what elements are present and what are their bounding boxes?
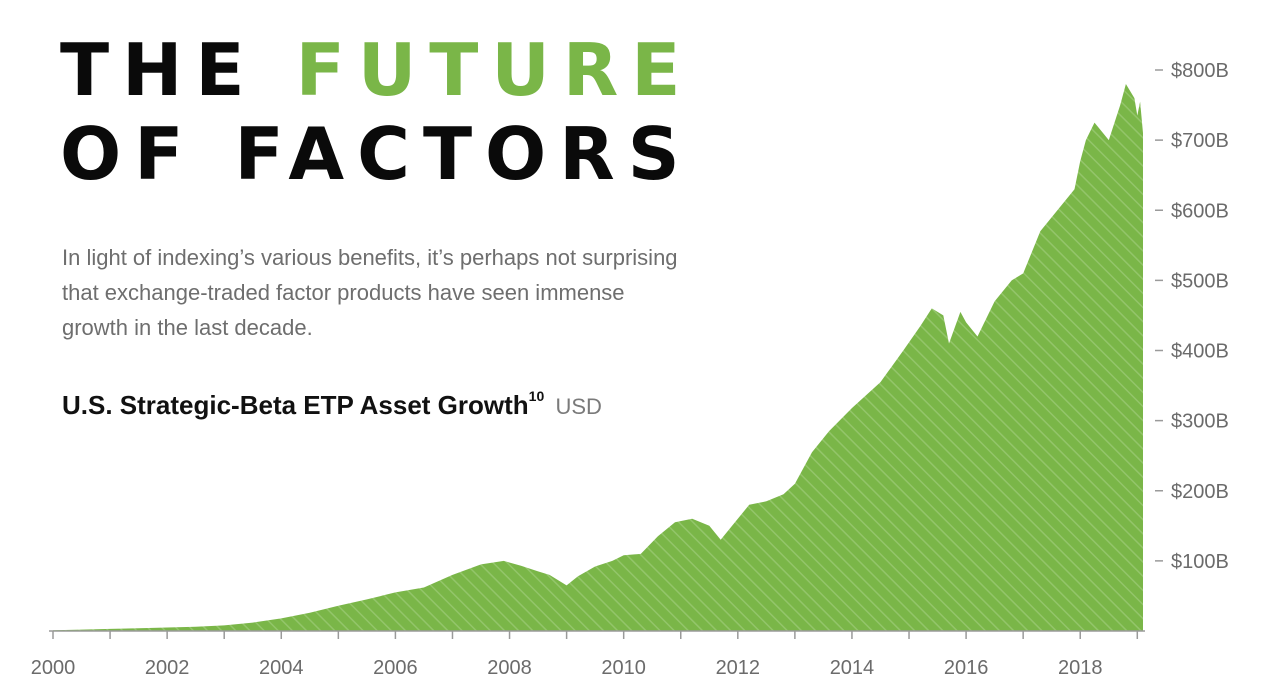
page-title: THE FUTURE OF FACTORS [60, 28, 694, 196]
x-tick-label: 2010 [601, 657, 646, 679]
y-tick-label: $500B [1171, 270, 1229, 292]
x-tick-label: 2018 [1058, 657, 1103, 679]
x-axis: 2000 2002 2004 2006 2008 2010 2012 2014 2016 2018 [31, 630, 1145, 679]
x-tick-label: 2014 [830, 657, 875, 679]
y-tick-label: $400B [1171, 341, 1229, 363]
chart-heading-text: U.S. Strategic-Beta ETP Asset Growth [62, 390, 529, 420]
y-axis: $100B $200B $300B $400B $500B $600B $700B $800B [1155, 60, 1229, 573]
x-tick-label: 2002 [145, 657, 190, 679]
y-tick-label: $300B [1171, 411, 1229, 433]
x-tick-label: 2006 [373, 657, 418, 679]
y-tick-label: $800B [1171, 60, 1229, 82]
y-tick-label: $600B [1171, 200, 1229, 222]
y-tick-label: $200B [1171, 481, 1229, 503]
x-tick-label: 2016 [944, 657, 989, 679]
chart-heading: U.S. Strategic-Beta ETP Asset Growth10 U… [62, 388, 602, 421]
x-tick-label: 2004 [259, 657, 304, 679]
chart-heading-unit: USD [555, 394, 602, 419]
chart-heading-footnote: 10 [528, 388, 545, 404]
y-tick-label: $700B [1171, 130, 1229, 152]
title-prefix: THE [60, 28, 258, 112]
title-accent-word: FUTURE [295, 28, 694, 112]
x-tick-label: 2012 [716, 657, 761, 679]
x-tick-label: 2000 [31, 657, 76, 679]
area-series [53, 84, 1143, 631]
intro-paragraph: In light of indexing’s various benefits,… [62, 245, 678, 340]
x-tick-label: 2008 [487, 657, 532, 679]
y-tick-label: $100B [1171, 551, 1229, 573]
title-line-2: OF FACTORS [60, 112, 693, 196]
title-line-1: THE FUTURE [60, 28, 694, 112]
